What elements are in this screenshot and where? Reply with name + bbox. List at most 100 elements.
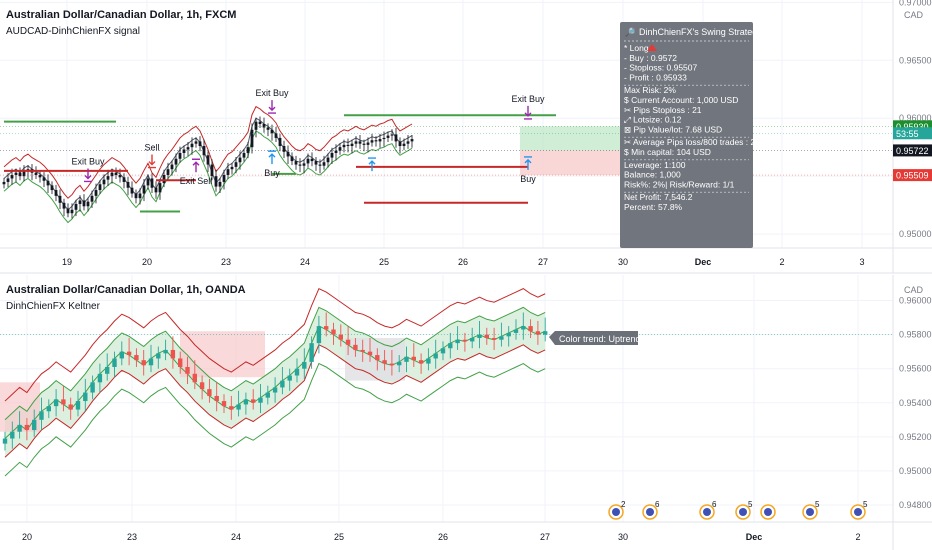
candle-down	[185, 366, 190, 374]
candle-down	[353, 344, 358, 350]
candle-up	[366, 142, 370, 145]
candle-up	[17, 424, 22, 432]
candle-down	[198, 141, 202, 147]
candle-up	[243, 399, 249, 405]
strategy-panel-line: * Long	[624, 43, 649, 53]
signal-label: Exit Buy	[255, 88, 289, 98]
candle-up	[382, 137, 386, 140]
candle-down	[286, 151, 290, 157]
event-count: 5	[815, 500, 820, 509]
x-tick-label: 25	[379, 257, 389, 267]
candle-down	[82, 200, 86, 207]
candle-down	[266, 127, 270, 130]
signal-arrow-up	[192, 158, 200, 173]
signal-arrow-down	[524, 105, 532, 120]
candle-up	[32, 419, 37, 431]
candle-up	[46, 406, 51, 412]
candle-down	[126, 351, 132, 356]
candle-up	[190, 143, 194, 148]
price-tag-box	[893, 144, 932, 157]
candle-up	[78, 200, 82, 204]
x-tick-label: 24	[231, 532, 241, 542]
candle-up	[170, 164, 174, 170]
x-tick-label: 24	[300, 257, 310, 267]
candle-up	[230, 166, 234, 170]
price-tag-label: 0.95722	[896, 146, 929, 156]
candle-down	[130, 187, 134, 194]
candle-down	[258, 121, 262, 124]
x-tick-label: 2	[779, 257, 784, 267]
candle-up	[218, 181, 222, 187]
top-x-axis: 19 20 23 24 25 26 27 30 Dec 2 3	[62, 257, 865, 267]
candle-up	[306, 158, 310, 164]
candle-down	[345, 339, 351, 345]
bottom-y-axis: 0.96000 0.95800 0.95600 0.95400 0.95200 0.950…	[899, 296, 932, 510]
y-tick-label: 0.96500	[899, 55, 932, 65]
candle-down	[484, 334, 489, 339]
candle-down	[314, 161, 318, 165]
candle-up	[142, 185, 146, 194]
strategy-panel-line: Percent: 57.8%	[624, 202, 683, 212]
stop-loss-zone	[520, 150, 620, 176]
x-tick-label: 26	[438, 532, 448, 542]
candle-up	[182, 149, 186, 153]
x-tick-label: 2	[855, 532, 860, 542]
signal-arrow-up	[268, 150, 276, 165]
candle-up	[477, 334, 482, 339]
candle-up	[10, 431, 15, 439]
signal-label: Exit Sell	[180, 176, 213, 186]
x-tick-label: 23	[221, 257, 231, 267]
candle-up	[322, 162, 326, 166]
candle-up	[265, 392, 270, 398]
candle-up	[326, 157, 330, 163]
candle-down	[278, 137, 282, 147]
bottom-gridlines	[0, 275, 932, 550]
candle-down	[141, 360, 146, 366]
candle-down	[62, 202, 66, 209]
candle-up	[86, 201, 90, 207]
candle-up	[258, 397, 263, 403]
strategy-panel-line: ✂ Pips Stoploss : 21	[624, 105, 702, 115]
candle-down	[274, 133, 278, 138]
trend-callout-background	[549, 331, 638, 345]
candle-down	[367, 351, 373, 356]
candle-down	[210, 164, 214, 177]
signal-label: Exit Buy	[71, 156, 105, 166]
event-count: 6	[712, 500, 717, 509]
candle-down	[382, 360, 387, 364]
candle-down	[262, 124, 266, 128]
x-tick-label: 30	[618, 257, 628, 267]
signal-arrow-up	[368, 157, 376, 172]
candle-down	[50, 185, 54, 191]
candle-down	[18, 172, 22, 177]
candle-up	[521, 326, 526, 330]
top-chart-title: Australian Dollar/Canadian Dollar, 1h, F…	[6, 9, 236, 21]
candle-down	[58, 195, 62, 203]
bottom-indicator-label: DinhChienFX Keltner	[6, 301, 101, 312]
strategy-panel-line: ✂ Average Pips loss/800 trades : 27	[624, 137, 760, 147]
candle-up	[236, 404, 241, 410]
candle-down	[126, 181, 130, 188]
event-flag-inner	[854, 508, 862, 516]
economic-events-row[interactable]: 2 6 6 5 5 5	[608, 500, 868, 520]
candle-down	[290, 156, 294, 162]
candle-down	[375, 355, 380, 361]
candle-down	[418, 360, 424, 364]
y-tick-label: 0.96000	[899, 113, 932, 123]
strategy-panel-line: Max Risk: 2%	[624, 85, 676, 95]
candle-down	[338, 334, 343, 340]
candle-up	[250, 129, 254, 148]
candle-up	[106, 176, 110, 180]
keltner-outer-upper	[4, 287, 546, 402]
candle-up	[426, 358, 431, 364]
candle-down	[61, 399, 66, 405]
top-chart: Exit Buy Sell Exit Sell Exit Buy Buy Exit Buy…	[0, 0, 932, 273]
candle-down	[66, 208, 70, 214]
candle-up	[294, 368, 300, 376]
upper-band-line	[3, 105, 413, 199]
candle-down	[207, 389, 212, 396]
price-tag-box	[893, 120, 932, 133]
candle-up	[156, 353, 161, 359]
